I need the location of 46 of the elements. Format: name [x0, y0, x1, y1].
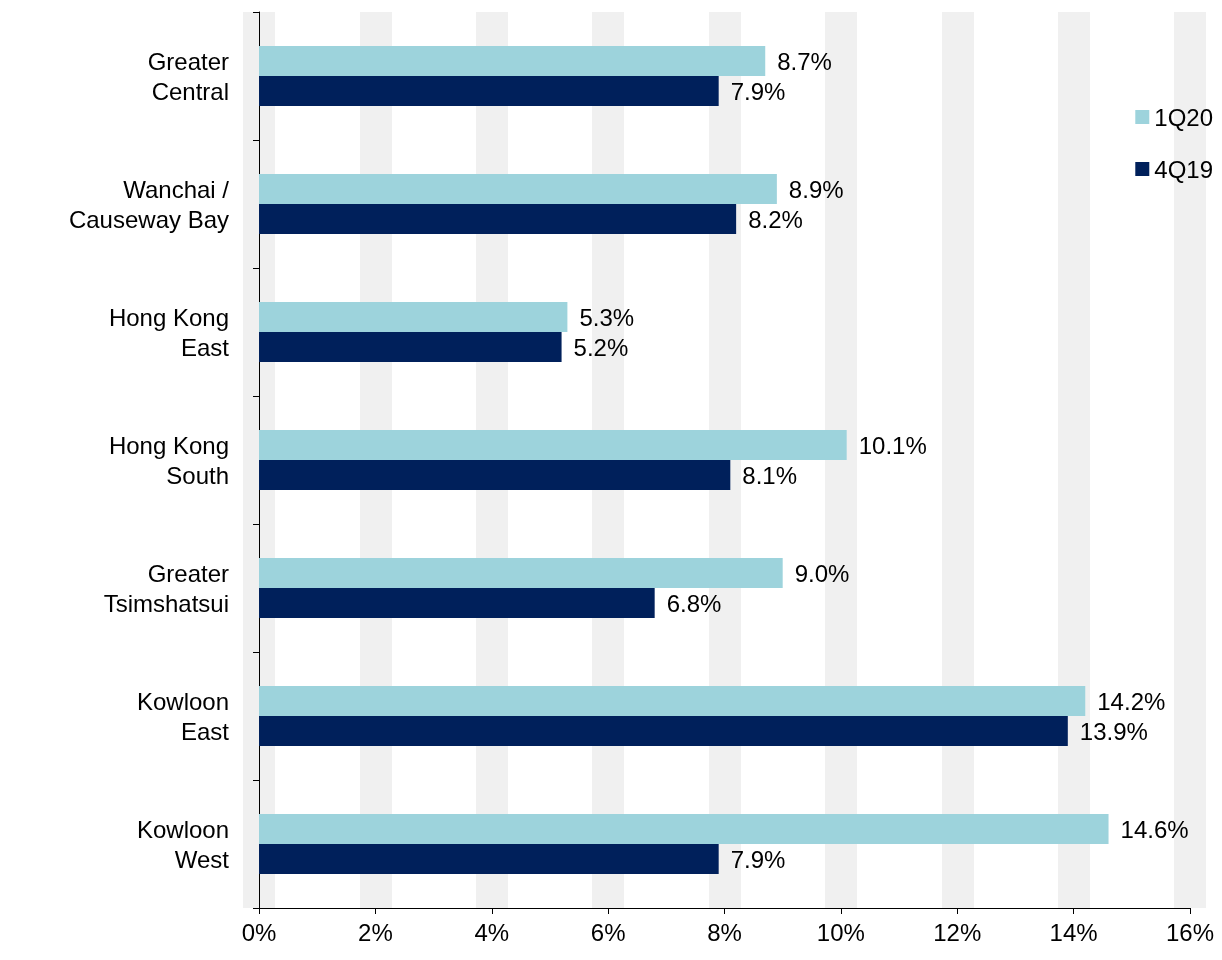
data-label: 8.7% — [777, 47, 832, 75]
data-label: 13.9% — [1079, 717, 1148, 745]
x-tick-label: 14% — [1049, 918, 1098, 946]
data-label: 8.2% — [748, 205, 803, 233]
x-tick-label: 10% — [816, 918, 865, 946]
y-tick-label: Greater Tsimshatsui — [103, 559, 229, 617]
y-tick-label: Hong Kong East — [108, 303, 230, 361]
data-label: 7.9% — [730, 77, 786, 105]
bar — [259, 558, 783, 588]
bar — [259, 716, 1068, 746]
bar — [259, 76, 719, 106]
y-tick-label: Kowloon West — [136, 815, 230, 873]
data-label: 14.2% — [1097, 687, 1166, 715]
x-tick-label: 16% — [1165, 918, 1215, 946]
data-label: 7.9% — [730, 845, 786, 873]
legend-label: 4Q19 — [1154, 155, 1214, 183]
y-tick-label: Kowloon East — [136, 687, 230, 745]
y-tick-label: Wanchai / Causeway Bay — [68, 175, 230, 233]
bar — [259, 174, 777, 204]
data-label: 8.9% — [788, 175, 844, 203]
bar — [259, 430, 847, 460]
x-tick-label: 2% — [358, 918, 393, 946]
data-label: 5.2% — [573, 333, 629, 361]
data-label: 14.6% — [1120, 815, 1189, 843]
y-tick-label: Hong Kong South — [108, 431, 229, 489]
y-tick-label: Greater Central — [147, 47, 229, 105]
data-label: 6.8% — [666, 589, 722, 617]
bar — [259, 686, 1086, 716]
x-tick-label: 6% — [590, 918, 626, 946]
bar — [259, 204, 737, 234]
bar — [259, 46, 766, 76]
x-tick-label: 4% — [474, 918, 510, 946]
x-tick-label: 0% — [241, 918, 277, 946]
bar — [259, 814, 1109, 844]
data-label: 9.0% — [794, 559, 850, 587]
x-tick-label: 8% — [707, 918, 742, 946]
data-label: 8.1% — [742, 461, 798, 489]
x-tick-label: 12% — [933, 918, 982, 946]
bar — [259, 588, 655, 618]
bar — [259, 460, 731, 490]
bar — [259, 844, 719, 874]
bar — [259, 332, 562, 362]
data-label: 5.3% — [579, 303, 635, 331]
legend-label: 1Q20 — [1154, 103, 1214, 131]
bar — [259, 302, 568, 332]
data-label: 10.1% — [858, 431, 927, 459]
